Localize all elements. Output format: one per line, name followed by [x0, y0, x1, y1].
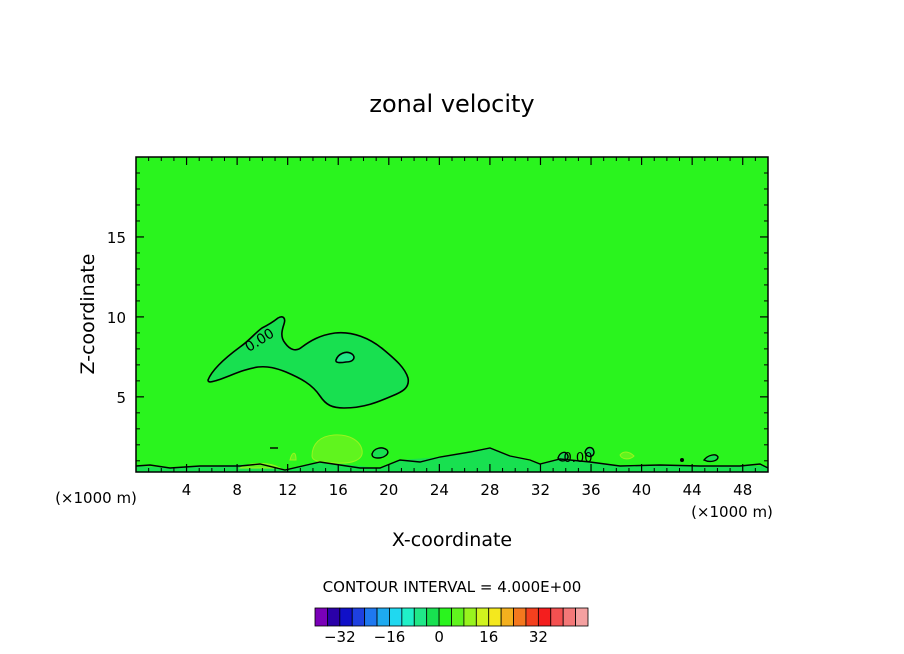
colorbar-tick-label: −32	[324, 628, 356, 646]
colorbar-swatch	[562, 607, 576, 627]
colorbar-swatch	[389, 607, 403, 627]
y-tick-label: 10	[107, 309, 126, 327]
x-tick-label: 40	[632, 481, 651, 499]
colorbar-swatch	[550, 607, 564, 627]
x-axis-unit-right: (×1000 m)	[691, 503, 773, 521]
x-tick-label: 20	[379, 481, 398, 499]
colorbar-swatch	[488, 607, 502, 627]
plot-area: 0.00 0.00	[135, 156, 769, 473]
contour-small-feature-3	[584, 446, 595, 458]
x-tick-label: 16	[329, 481, 348, 499]
x-tick-label: 28	[480, 481, 499, 499]
colorbar: −32 −16 0 16 32	[314, 607, 589, 646]
colorbar-tick-label: −16	[374, 628, 406, 646]
contour-interval-text: CONTOUR INTERVAL = 4.000E+00	[323, 578, 582, 596]
colorbar-swatch	[327, 607, 341, 627]
colorbar-swatch	[525, 607, 539, 627]
contour-label: 0.00	[564, 451, 593, 466]
y-tick-label: 5	[116, 389, 126, 407]
colorbar-swatch	[376, 607, 390, 627]
y-tick-label: 15	[107, 229, 126, 247]
colorbar-swatch	[463, 607, 477, 627]
x-tick-label: 32	[531, 481, 550, 499]
x-axis-label: X-coordinate	[392, 529, 512, 551]
colorbar-tick-label: 32	[529, 628, 548, 646]
x-tick-label: 48	[733, 481, 752, 499]
colorbar-tick-label: 16	[479, 628, 498, 646]
colorbar-swatch	[426, 607, 440, 627]
colorbar-tick-label: 0	[434, 628, 444, 646]
colorbar-swatch	[413, 607, 428, 627]
colorbar-swatch	[351, 607, 366, 627]
contour-small-feature-1	[371, 447, 389, 459]
y-axis-label: Z-coordinate	[77, 254, 99, 375]
colorbar-swatch	[314, 607, 328, 627]
contour-small-feature-6	[619, 451, 635, 460]
contour-fill-ground-band	[136, 448, 768, 472]
colorbar-swatch	[475, 607, 490, 627]
contour-small-feature-8	[289, 452, 297, 461]
chart-title: zonal velocity	[369, 90, 534, 118]
colorbar-swatch	[451, 607, 465, 627]
x-tick-label: 4	[182, 481, 192, 499]
contour-small-feature-4	[702, 454, 719, 463]
x-tick-label: 12	[278, 481, 297, 499]
colorbar-swatch	[575, 607, 589, 627]
colorbar-swatch	[401, 607, 415, 627]
x-tick-label: 24	[430, 481, 449, 499]
contour-small-feature-9	[680, 458, 684, 462]
contour-fill-inner-core	[335, 351, 355, 364]
x-axis-unit-left: (×1000 m)	[55, 489, 137, 507]
y-axis-ticks: 5 10 15	[107, 229, 768, 407]
x-axis-ticks: 4 8 12 16 20 24 28 32 36 40 44 48	[182, 157, 752, 499]
colorbar-swatch	[513, 607, 527, 627]
minor-ticks	[136, 157, 768, 472]
plot-background	[136, 157, 768, 472]
contour-fill-upper-lobe	[207, 316, 410, 409]
contour-line-ground	[135, 447, 769, 471]
colorbar-swatch	[339, 607, 353, 627]
colorbar-swatch	[500, 607, 514, 627]
colorbar-swatch	[364, 607, 378, 627]
x-tick-label: 36	[581, 481, 600, 499]
x-tick-label: 44	[683, 481, 702, 499]
x-tick-label: 8	[232, 481, 242, 499]
colorbar-swatch	[438, 607, 452, 627]
colorbar-swatch	[537, 607, 552, 627]
